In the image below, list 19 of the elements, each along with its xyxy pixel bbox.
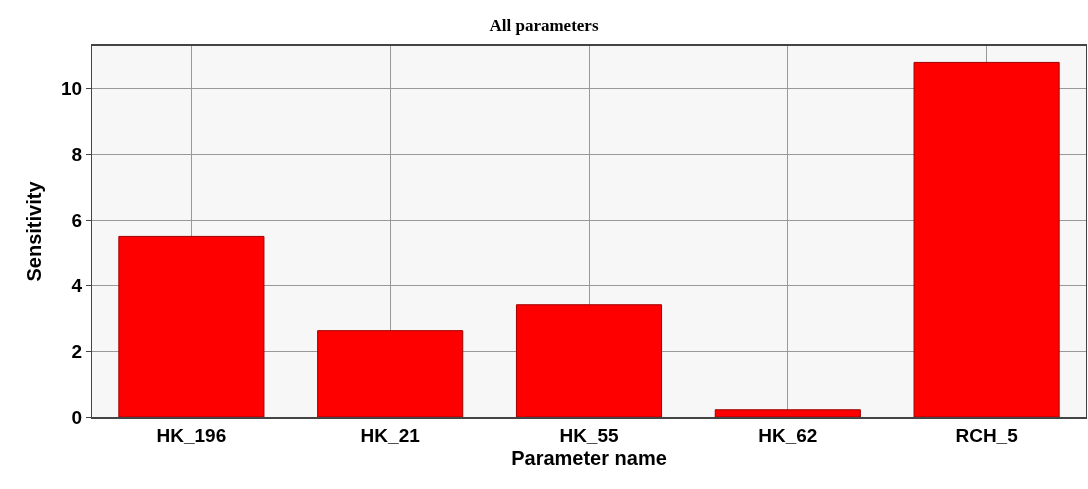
x-tick-label: HK_62 [758, 424, 818, 446]
chart-title: All parameters [489, 16, 599, 36]
y-tick-label: 10 [61, 78, 83, 100]
y-tick-label: 2 [71, 340, 83, 362]
y-axis-title: Sensitivity [22, 180, 45, 282]
y-tick-label: 8 [71, 144, 83, 165]
x-tick-label: HK_55 [559, 424, 619, 446]
bar [118, 235, 265, 417]
y-tick-label: 0 [71, 406, 83, 428]
x-tick-label: HK_196 [156, 424, 227, 446]
bar [317, 330, 464, 417]
x-axis-title: Parameter name [511, 446, 667, 469]
bar [515, 304, 663, 417]
y-tick-label: 6 [71, 209, 83, 231]
y-tick-label: 4 [71, 275, 83, 297]
bar [913, 61, 1060, 417]
x-tick-label: HK_21 [360, 424, 421, 446]
x-tick-label: RCH_5 [955, 424, 1019, 446]
bar [714, 409, 861, 417]
